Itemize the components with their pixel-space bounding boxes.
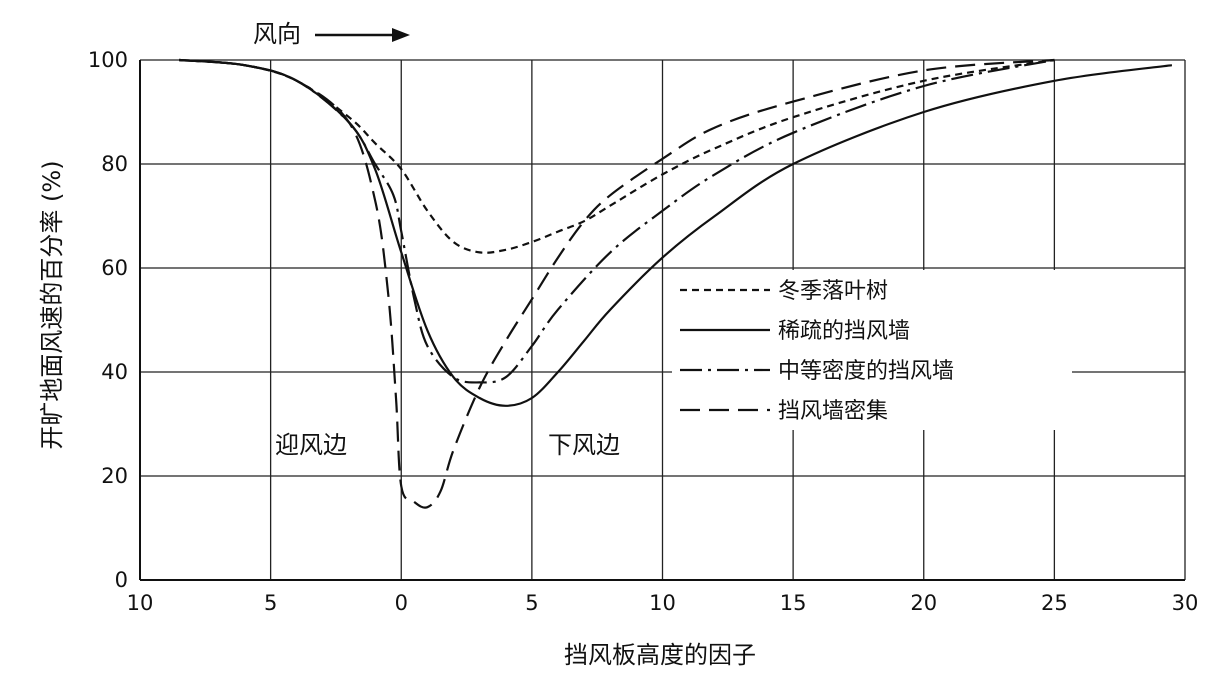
- legend-label-2: 稀疏的挡风墙: [778, 319, 910, 344]
- x-tick-label: 15: [780, 591, 807, 615]
- y-tick-label: 80: [101, 152, 128, 176]
- legend-label-4: 挡风墙密集: [778, 399, 888, 424]
- x-axis-label: 挡风板高度的因子: [564, 641, 756, 669]
- x-tick-label: 0: [395, 591, 408, 615]
- x-tick-label: 10: [649, 591, 676, 615]
- y-axis-label: 开旷地面风速的百分率 (%): [38, 160, 66, 449]
- x-tick-label: 25: [1041, 591, 1068, 615]
- legend-label-1: 冬季落叶树: [778, 279, 888, 304]
- series-line-1: [179, 58, 1055, 254]
- x-tick-label: 30: [1172, 591, 1199, 615]
- tick-labels: 10 5 0 5 10 15 20 25 30 0 20 40 60 80 100: [88, 48, 1198, 615]
- legend-background: [672, 270, 1072, 430]
- legend-label-3: 中等密度的挡风墙: [778, 359, 954, 384]
- wind-direction-label: 风向: [253, 20, 301, 48]
- x-tick-label: 5: [264, 591, 277, 615]
- series-line-3: [179, 58, 1055, 384]
- series-lines: [179, 58, 1173, 509]
- y-tick-label: 40: [101, 360, 128, 384]
- leeward-label: 下风边: [548, 431, 620, 459]
- series-line-4: [179, 58, 1055, 509]
- y-tick-label: 60: [101, 256, 128, 280]
- grid: [139, 59, 1186, 581]
- wind-arrow-icon: [392, 28, 410, 42]
- x-tick-label: 20: [910, 591, 937, 615]
- y-tick-label: 20: [101, 464, 128, 488]
- x-tick-label: 5: [525, 591, 538, 615]
- y-tick-label: 100: [88, 48, 128, 72]
- x-tick-label: 10: [127, 591, 154, 615]
- y-tick-label: 0: [115, 568, 128, 592]
- windward-label: 迎风边: [275, 431, 347, 459]
- wind-direction-annotation: 风向: [253, 20, 410, 48]
